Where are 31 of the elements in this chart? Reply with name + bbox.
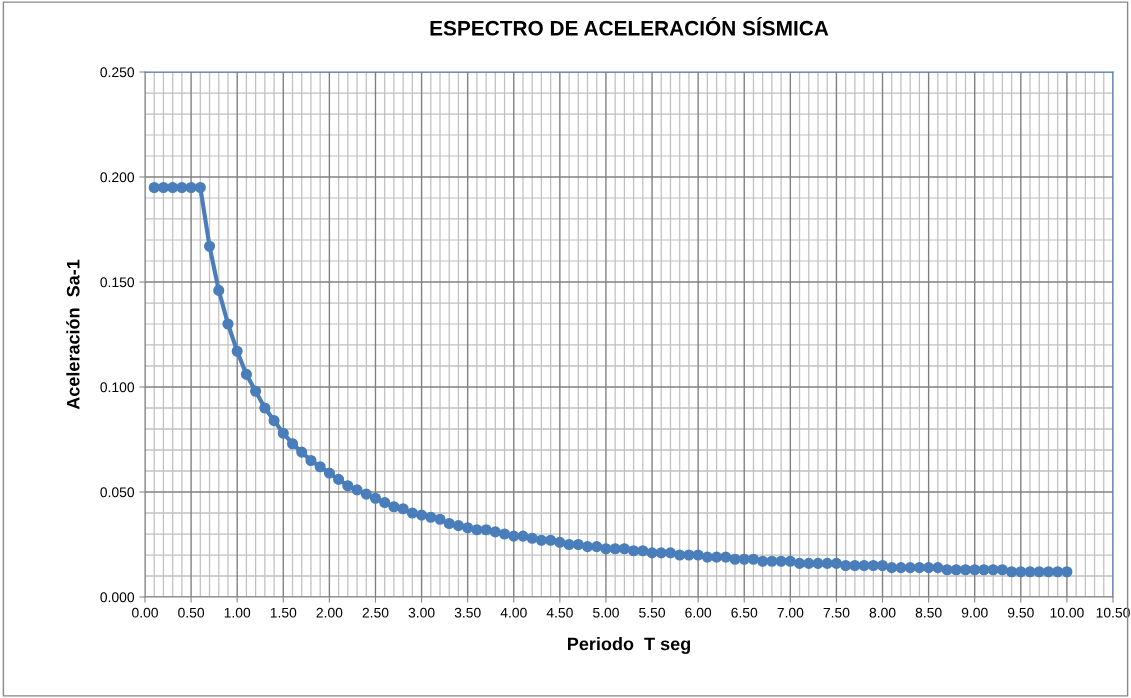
- x-tick-label: 5.00: [592, 607, 619, 618]
- y-tick-label: 0.200: [100, 172, 135, 183]
- x-tick-label: 8.50: [915, 607, 942, 618]
- x-tick-label: 6.50: [731, 607, 758, 618]
- x-tick-label: 4.50: [546, 607, 573, 618]
- x-tick-label: 1.50: [270, 607, 297, 618]
- x-tick-label: 0.00: [132, 607, 158, 618]
- y-tick-label: 0.050: [100, 487, 135, 498]
- chart-title: ESPECTRO DE ACELERACIÓN SÍSMICA: [430, 16, 829, 36]
- y-tick-label: 0.150: [100, 277, 135, 288]
- x-tick-label: 4.00: [500, 607, 527, 618]
- x-tick-label: 3.50: [454, 607, 481, 618]
- y-tick-label: 0.000: [100, 592, 135, 603]
- x-tick-label: 0.50: [178, 607, 205, 618]
- y-tick-label: 0.100: [100, 382, 135, 393]
- x-tick-label: 10.50: [1096, 607, 1130, 618]
- x-tick-label: 1.00: [224, 607, 251, 618]
- x-tick-label: 2.50: [362, 607, 389, 618]
- x-tick-label: 3.00: [408, 607, 435, 618]
- x-tick-label: 7.50: [823, 607, 850, 618]
- x-tick-label: 5.50: [639, 607, 666, 618]
- x-tick-label: 10.00: [1050, 607, 1084, 618]
- y-axis-title: Aceleración Sa-1: [66, 259, 80, 410]
- x-tick-label: 2.00: [316, 607, 343, 618]
- x-tick-label: 9.00: [961, 607, 988, 618]
- x-tick-label: 8.00: [869, 607, 896, 618]
- x-tick-label: 6.00: [685, 607, 712, 618]
- x-axis-title: Periodo T seg: [568, 637, 690, 654]
- x-tick-label: 9.50: [1007, 607, 1034, 618]
- y-tick-label: 0.250: [100, 67, 135, 78]
- x-tick-label: 7.00: [777, 607, 804, 618]
